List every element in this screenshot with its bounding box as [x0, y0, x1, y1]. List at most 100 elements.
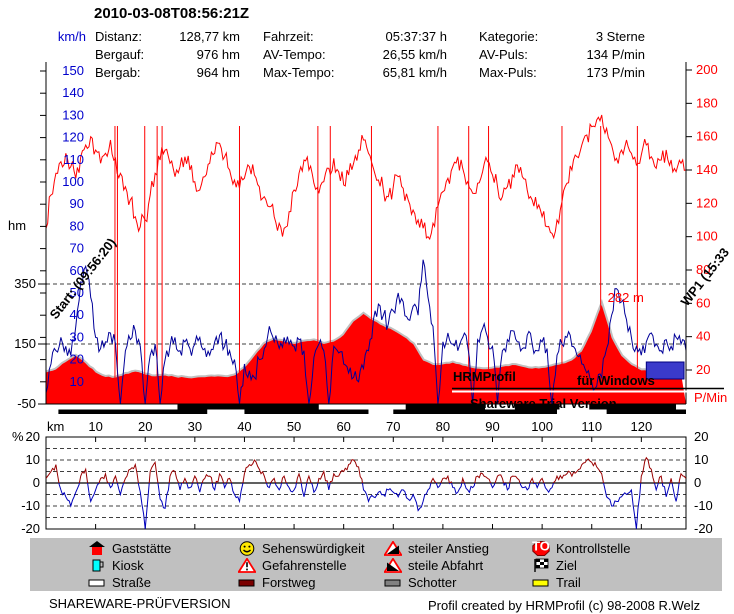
legend-column-4: STOP Kontrollstelle Ziel Trail	[532, 540, 630, 591]
surface-bar-segment	[559, 404, 590, 410]
highlight-box	[645, 361, 685, 380]
legend-label: steiler Anstieg	[408, 541, 489, 556]
legend-label: Sehenswürdigkeit	[262, 541, 365, 556]
surface-bar-segment	[589, 404, 677, 410]
distance-tick-label: 30	[188, 419, 202, 434]
gaststaette-icon	[89, 541, 105, 555]
stat-maxpuls-value: 173 P/min	[586, 65, 645, 80]
stat-distanz-value: 128,77 km	[179, 29, 240, 44]
kontrollstelle-icon: STOP	[532, 541, 550, 556]
pulse-series	[45, 114, 687, 241]
distance-tick-label: 20	[138, 419, 152, 434]
distance-tick-label: 120	[630, 419, 652, 434]
gradient-tick-label-right: 20	[694, 429, 708, 444]
speed-tick-label: 140	[62, 85, 84, 100]
stat-avtempo-value: 26,55 km/h	[382, 47, 447, 62]
distance-tick-label: 10	[88, 419, 102, 434]
speed-tick-label: 70	[70, 241, 84, 256]
legend-label: Kontrollstelle	[556, 541, 631, 556]
strasse-icon	[88, 579, 105, 587]
legend-label: Gefahrenstelle	[262, 558, 347, 573]
gradient-tick-label-right: 10	[694, 452, 708, 467]
speed-tick-label: 60	[70, 263, 84, 278]
elevation-tick-label: 350	[14, 276, 36, 291]
legend: Gaststätte Kiosk Straße Sehenswürdigkeit…	[30, 538, 722, 591]
legend-label: Schotter	[408, 575, 457, 590]
speed-axis-unit: km/h	[57, 29, 86, 44]
surface-bar-segment	[46, 404, 178, 410]
pulse-tick-label: 40	[696, 329, 710, 344]
pulse-tick-label: 140	[696, 162, 718, 177]
legend-item-schotter: Schotter	[384, 574, 489, 591]
distance-tick-label: 110	[581, 419, 602, 434]
distance-tick-label: 70	[386, 419, 400, 434]
gradient-tick-label-left: 0	[33, 475, 40, 490]
distance-tick-label: 90	[485, 419, 499, 434]
gradient-tick-label-right: -20	[694, 521, 713, 536]
svg-text:STOP: STOP	[532, 541, 550, 554]
legend-item-kiosk: Kiosk	[88, 557, 171, 574]
pulse-tick-label: 60	[696, 295, 710, 310]
pulse-tick-label: 180	[696, 95, 718, 110]
legend-item-kontrollstelle: STOP Kontrollstelle	[532, 540, 630, 557]
surface-bar-segment2	[393, 409, 558, 414]
legend-item-sehenswuerdigkeit: Sehenswürdigkeit	[238, 540, 365, 557]
speed-tick-label: 20	[70, 352, 84, 367]
sehenswuerdigkeit-icon	[239, 541, 255, 556]
surface-bar-segment	[514, 404, 560, 410]
legend-label: Ziel	[556, 558, 577, 573]
pulse-tick-label: 20	[696, 362, 710, 377]
pulse-tick-label: 80	[696, 262, 710, 277]
gefahrenstelle-icon	[238, 558, 256, 573]
speed-tick-label: 80	[70, 218, 84, 233]
speed-tick-label: 100	[62, 174, 84, 189]
steile-abfahrt-icon	[384, 558, 402, 573]
surface-bar-segment2	[58, 409, 208, 414]
legend-label: Gaststätte	[112, 541, 172, 556]
speed-tick-label: 110	[63, 152, 84, 167]
elevation-area	[46, 305, 686, 404]
stat-fahrzeit-label: Fahrzeit:	[263, 29, 314, 44]
gradient-positive-series	[46, 456, 686, 483]
gradient-tick-label-right: -10	[694, 498, 713, 513]
stat-maxtempo-label: Max-Tempo:	[263, 65, 335, 80]
forstweg-icon	[238, 579, 255, 587]
speed-tick-label: 40	[70, 307, 84, 322]
distance-tick-label: 60	[336, 419, 350, 434]
legend-item-trail: Trail	[532, 574, 630, 591]
ziel-icon	[534, 558, 549, 572]
shareware-notice: SHAREWARE-PRÜFVERSION	[49, 596, 231, 611]
surface-bar-segment	[405, 404, 486, 410]
distance-axis-unit: km	[47, 419, 64, 434]
stat-bergab-label: Bergab:	[95, 65, 141, 80]
speed-tick-label: 120	[62, 130, 84, 145]
speed-tick-label: 150	[62, 63, 84, 78]
distance-tick-label: 100	[531, 419, 553, 434]
stat-maxpuls-label: Max-Puls:	[479, 65, 537, 80]
trail-icon	[532, 579, 549, 587]
legend-label: Trail	[556, 575, 581, 590]
legend-item-strasse: Straße	[88, 574, 171, 591]
surface-bar-segment	[485, 404, 515, 410]
watermark-trial-text: Shareware Trial Version	[470, 396, 617, 411]
legend-item-gefahrenstelle: Gefahrenstelle	[238, 557, 365, 574]
gradient-tick-label-left: -20	[21, 521, 40, 536]
legend-column-1: Gaststätte Kiosk Straße	[88, 540, 171, 591]
speed-series	[45, 259, 687, 405]
legend-column-2: Sehenswürdigkeit Gefahrenstelle Forstweg	[238, 540, 365, 591]
distance-tick-label: 40	[237, 419, 251, 434]
legend-item-gaststaette: Gaststätte	[88, 540, 171, 557]
surface-bar-segment2	[244, 409, 369, 414]
speed-tick-label: 90	[70, 196, 84, 211]
surface-bar-segment2	[606, 409, 686, 414]
surface-bar-segment	[177, 404, 319, 410]
stat-kategorie-value: 3 Sterne	[595, 29, 645, 44]
stat-fahrzeit-value: 05:37:37 h	[385, 29, 447, 44]
created-by-notice: Profil created by HRMProfil (c) 98-2008 …	[428, 598, 701, 613]
speed-tick-label: 50	[70, 285, 84, 300]
speed-tick-label: 130	[62, 107, 84, 122]
gradient-tick-label-right: 0	[694, 475, 701, 490]
surface-bar-segment	[676, 404, 686, 410]
watermark-title: HRMProfil	[453, 369, 516, 384]
pulse-tick-label: 160	[696, 129, 718, 144]
